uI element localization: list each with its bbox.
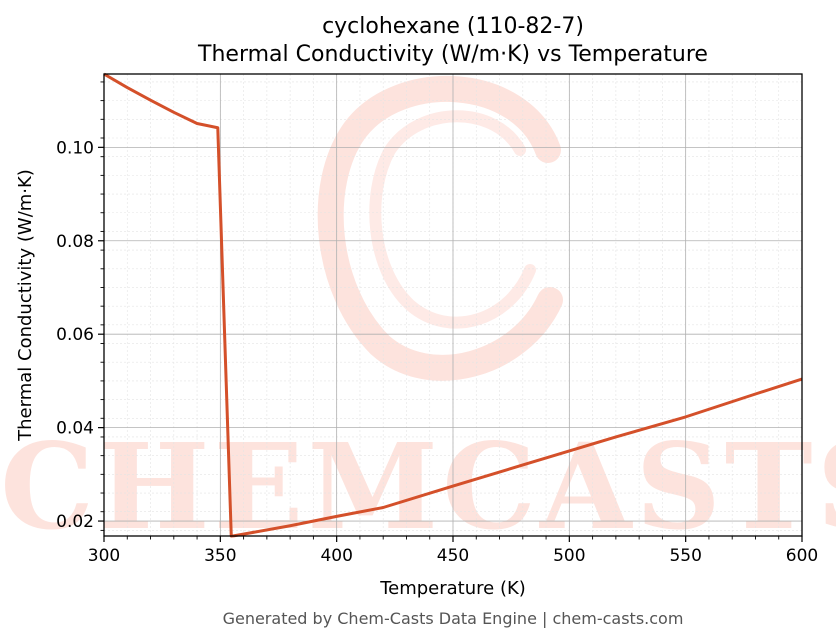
watermark-swirl-outer: [317, 76, 563, 381]
chart-title: cyclohexane (110-82-7): [322, 14, 584, 39]
y-axis-label: Thermal Conductivity (W/m·K): [15, 169, 36, 442]
y-tick-label: 0.02: [56, 512, 94, 532]
x-tick-label: 350: [204, 546, 236, 566]
tick-labels: 300 350 400 450 500 550 600 0.02 0.04 0.06 0.08 0.1…: [56, 138, 818, 566]
y-tick-label: 0.06: [56, 325, 94, 345]
x-tick-label: 600: [786, 546, 818, 566]
footer-credit: Generated by Chem-Casts Data Engine | ch…: [223, 609, 684, 628]
x-tick-label: 550: [669, 546, 701, 566]
x-tick-label: 400: [320, 546, 352, 566]
watermark-text: CHEMCASTS: [0, 417, 836, 556]
x-tick-label: 450: [437, 546, 469, 566]
chart-subtitle: Thermal Conductivity (W/m·K) vs Temperat…: [197, 42, 708, 67]
x-tick-label: 500: [553, 546, 585, 566]
series-layer: [103, 72, 803, 538]
y-tick-label: 0.08: [56, 232, 94, 252]
major-gridlines: [103, 74, 803, 536]
x-axis-label: Temperature (K): [379, 578, 526, 599]
axis-ticks: [98, 81, 803, 542]
x-tick-label: 300: [88, 546, 120, 566]
y-tick-label: 0.04: [56, 419, 94, 439]
y-tick-label: 0.10: [56, 138, 94, 158]
series-line-0: [103, 72, 803, 538]
chemcasts-watermark-logo: CHEMCASTS: [0, 76, 836, 556]
